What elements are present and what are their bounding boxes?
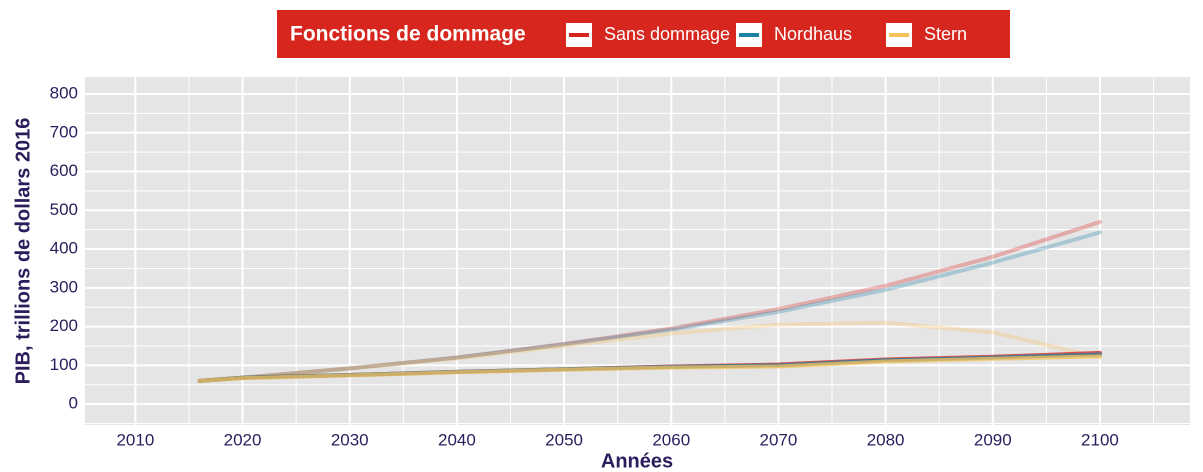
x-tick-label: 2020 xyxy=(224,430,262,449)
y-axis-label: PIB, trillions de dollars 2016 xyxy=(12,118,34,385)
x-tick-label: 2060 xyxy=(652,430,690,449)
legend-label: Stern xyxy=(924,24,967,44)
x-axis-label: Années xyxy=(601,450,673,472)
y-tick-label: 0 xyxy=(69,394,78,413)
x-tick-label: 2100 xyxy=(1081,430,1119,449)
x-tick-label: 2080 xyxy=(867,430,905,449)
legend-label: Sans dommage xyxy=(604,24,730,44)
faded-line xyxy=(197,219,1102,383)
faded-line xyxy=(197,320,1102,383)
y-tick-label: 700 xyxy=(50,122,78,141)
x-tick-label: 2030 xyxy=(331,430,369,449)
y-tick-label: 300 xyxy=(50,277,78,296)
y-tick-label: 100 xyxy=(50,355,78,374)
plot-panel xyxy=(85,77,1190,425)
x-tick-label: 2070 xyxy=(760,430,798,449)
x-tick-label: 2050 xyxy=(545,430,583,449)
line xyxy=(197,354,1102,383)
x-tick-label: 2040 xyxy=(438,430,476,449)
legend-label: Nordhaus xyxy=(774,24,852,44)
legend-title: Fonctions de dommage xyxy=(290,23,526,46)
y-tick-label: 500 xyxy=(50,200,78,219)
y-tick-label: 800 xyxy=(50,84,78,103)
y-tick-label: 200 xyxy=(50,316,78,335)
faded-line xyxy=(197,230,1102,383)
x-tick-label: 2090 xyxy=(974,430,1012,449)
y-tick-label: 600 xyxy=(50,161,78,180)
x-tick-label: 2010 xyxy=(116,430,154,449)
y-tick-label: 400 xyxy=(50,239,78,258)
